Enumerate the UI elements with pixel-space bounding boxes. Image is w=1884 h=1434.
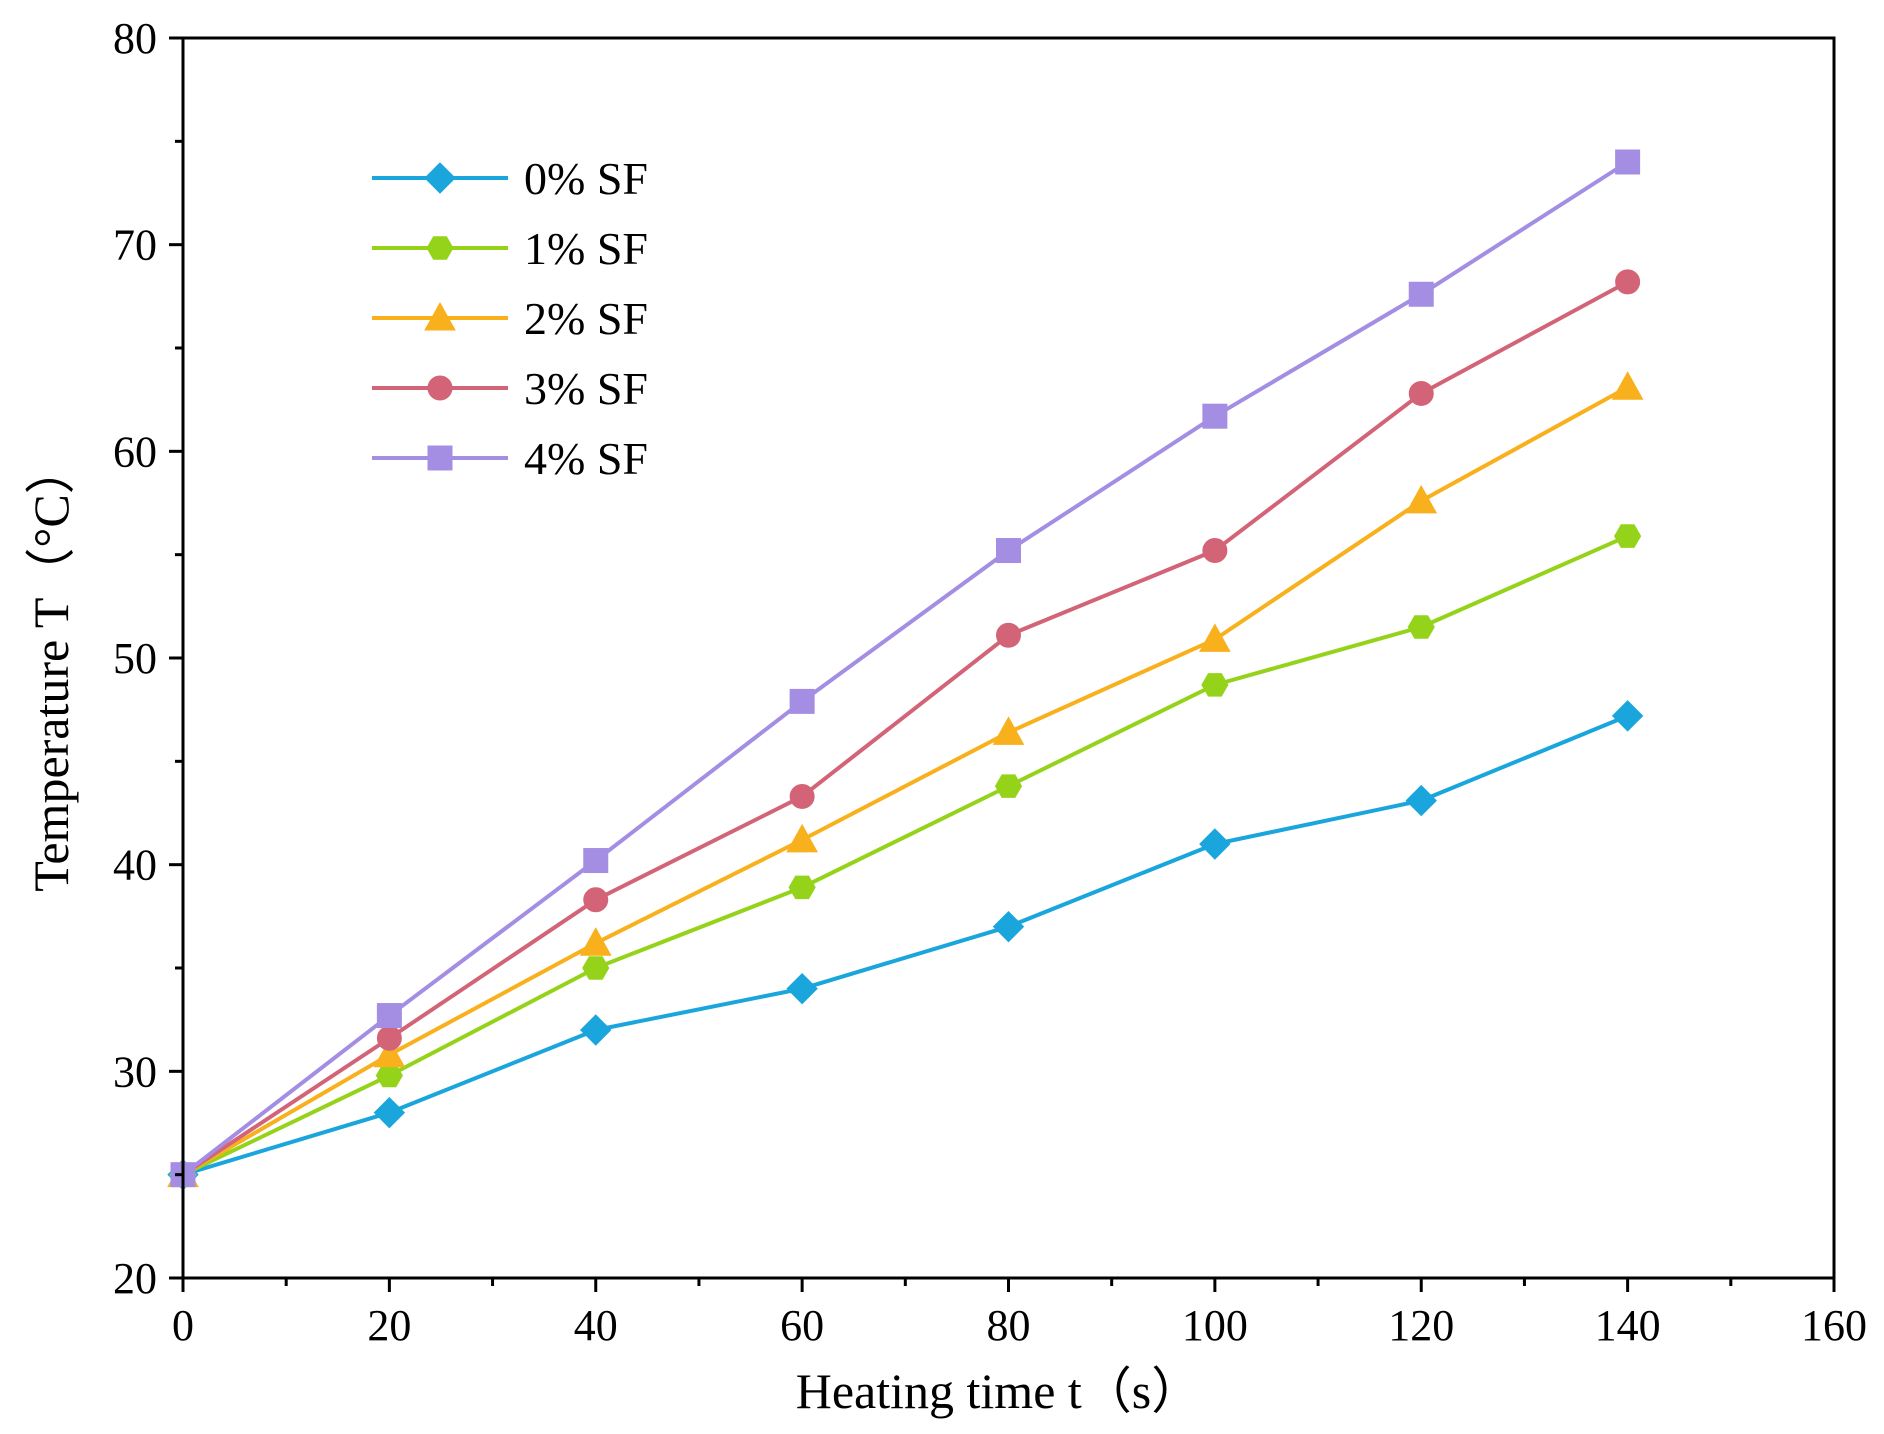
series-line xyxy=(182,714,1629,1177)
data-point xyxy=(788,875,816,900)
data-point xyxy=(373,1096,406,1129)
legend-item: 4% SF xyxy=(372,433,648,484)
data-point xyxy=(994,774,1023,798)
legend-label: 3% SF xyxy=(524,363,648,414)
data-point xyxy=(1408,380,1434,406)
y-tick-label: 50 xyxy=(113,634,157,683)
data-point xyxy=(579,927,612,956)
data-point xyxy=(1201,673,1229,697)
series-line xyxy=(182,534,1629,1177)
data-point xyxy=(583,848,609,874)
series-line xyxy=(181,280,1629,1177)
legend-label: 0% SF xyxy=(524,153,648,204)
axes-layer: 0 20 40 60 80 100 120 140 160 20 30 40 50 60 70 80 xyxy=(113,14,1867,1350)
legend-marker xyxy=(426,236,454,260)
data-point xyxy=(373,1038,406,1068)
legend-label: 2% SF xyxy=(524,293,648,344)
x-tick-label: 60 xyxy=(780,1301,824,1350)
data-point xyxy=(376,1025,402,1051)
legend-item: 1% SF xyxy=(372,223,648,274)
data-point xyxy=(1615,149,1641,175)
x-tick-label: 100 xyxy=(1182,1301,1248,1350)
x-tick-label: 40 xyxy=(574,1301,618,1350)
data-point xyxy=(1611,371,1644,400)
legend-marker xyxy=(424,301,456,331)
data-point xyxy=(1202,538,1228,564)
x-tick-label: 120 xyxy=(1388,1301,1454,1350)
y-tick-label: 40 xyxy=(113,841,157,890)
data-point xyxy=(786,972,818,1005)
data-point xyxy=(1615,269,1641,295)
y-tick-label: 80 xyxy=(113,14,157,63)
x-tick-label: 140 xyxy=(1595,1301,1661,1350)
series-line xyxy=(181,385,1629,1177)
legend-marker xyxy=(427,445,453,471)
data-point xyxy=(992,716,1025,745)
legend-item: 0% SF xyxy=(372,153,648,204)
data-point xyxy=(375,1063,403,1088)
y-tick-label: 20 xyxy=(113,1254,157,1303)
y-tick-label: 30 xyxy=(113,1047,157,1096)
data-point xyxy=(1202,403,1228,429)
data-point xyxy=(1199,623,1231,652)
data-point xyxy=(996,538,1021,564)
y-tick-label: 60 xyxy=(113,427,157,476)
data-point xyxy=(1408,281,1434,307)
data-point xyxy=(1407,615,1435,639)
series-layer xyxy=(167,149,1644,1191)
series-0 xyxy=(167,700,1644,1191)
data-point xyxy=(1199,828,1231,860)
data-point xyxy=(1405,784,1437,817)
legend: 0% SF 1% SF 2% SF 3% SF 4% SF xyxy=(372,153,648,484)
y-axis-title: Temperature T（°C） xyxy=(23,444,79,891)
legend-label: 4% SF xyxy=(524,433,648,484)
x-tick-label: 0 xyxy=(172,1301,194,1350)
y-tick-label: 70 xyxy=(113,221,157,270)
data-point xyxy=(582,956,610,980)
data-point xyxy=(580,1014,612,1046)
legend-marker xyxy=(424,162,456,194)
data-point xyxy=(786,823,818,853)
legend-item: 2% SF xyxy=(372,293,648,344)
x-axis-title: Heating time t（s） xyxy=(796,1363,1202,1419)
legend-item: 3% SF xyxy=(372,363,648,414)
data-point xyxy=(1405,484,1438,514)
data-point xyxy=(583,887,609,913)
data-point xyxy=(992,910,1025,943)
legend-label: 1% SF xyxy=(524,223,648,274)
x-tick-label: 80 xyxy=(987,1301,1031,1350)
x-tick-label: 160 xyxy=(1801,1301,1867,1350)
data-point xyxy=(789,783,815,809)
plot-frame xyxy=(181,36,1836,1280)
data-point xyxy=(1611,700,1644,732)
data-point xyxy=(376,1003,402,1029)
series-3 xyxy=(170,269,1641,1188)
legend-marker xyxy=(427,375,453,401)
data-point xyxy=(1614,524,1642,548)
series-line xyxy=(181,160,1629,1177)
series-2 xyxy=(167,371,1644,1188)
data-point xyxy=(996,622,1021,648)
x-tick-label: 20 xyxy=(367,1301,411,1350)
data-point xyxy=(789,688,815,714)
